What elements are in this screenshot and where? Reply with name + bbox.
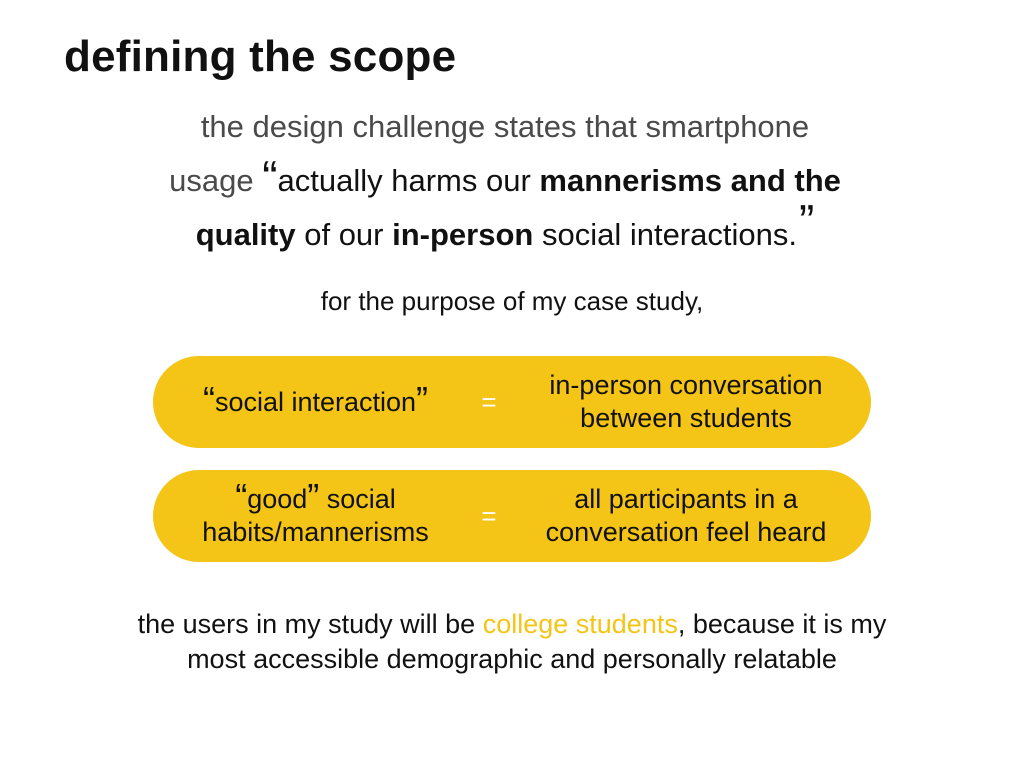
term-line-2: habits/mannerisms	[202, 517, 429, 547]
challenge-line-2: usage “actually harms our mannerisms and…	[60, 154, 950, 208]
definition-term: “good” social habits/mannerisms	[153, 470, 478, 562]
challenge-line-2-prefix: usage	[169, 163, 263, 198]
challenge-line-1: the design challenge states that smartph…	[200, 109, 810, 144]
footer-line-1-prefix: the users in my study will be	[137, 609, 483, 639]
term-open-quote: “	[235, 476, 248, 517]
definition-term: “social interaction”	[153, 356, 478, 448]
equals-sign: =	[481, 500, 497, 531]
footer-line-1: the users in my study will be college st…	[40, 607, 984, 642]
definition-meaning: all participants in a conversation feel h…	[505, 470, 867, 562]
challenge-line-2-bold: mannerisms and the	[539, 163, 841, 198]
term-text: good	[247, 484, 308, 514]
challenge-line-2-text: actually harms our	[277, 163, 540, 198]
open-quote-mark: “	[262, 151, 278, 203]
equals-sign: =	[481, 386, 497, 417]
definition-pill-good-habits: “good” social habits/mannerisms = all par…	[153, 470, 871, 562]
term-close-quote: ”	[416, 378, 429, 420]
purpose-statement: for the purpose of my case study,	[320, 286, 704, 316]
challenge-line-3: quality of our in-person social interact…	[60, 198, 950, 262]
design-challenge-quote: the design challenge states that smartph…	[60, 100, 950, 262]
term-open-quote: “	[202, 378, 215, 420]
challenge-line-3-text-1: of our	[295, 217, 393, 252]
highlight-college-students: college students	[482, 609, 678, 639]
definition-line-2: between students	[580, 403, 792, 433]
term-text: social interaction	[214, 386, 417, 417]
study-users-statement: the users in my study will be college st…	[40, 607, 984, 677]
challenge-line-3-text-2: social interactions.	[533, 217, 797, 252]
definition-line-2: conversation feel heard	[545, 517, 827, 547]
term-close-quote: ”	[307, 476, 320, 517]
definition-line-1: all participants in a	[574, 484, 798, 514]
footer-line-2: most accessible demographic and personal…	[187, 644, 837, 674]
challenge-line-3-bold-2: in-person	[392, 217, 534, 252]
footer-line-1-suffix: , because it is my	[677, 609, 887, 639]
challenge-line-3-bold-1: quality	[195, 217, 296, 252]
slide-title: defining the scope	[64, 32, 457, 81]
term-suffix: social	[319, 484, 396, 514]
close-quote-mark: ”	[798, 195, 815, 247]
definition-meaning: in-person conversation between students	[505, 356, 867, 448]
definition-line-1: in-person conversation	[549, 370, 823, 400]
definition-pill-social-interaction: “social interaction” = in-person convers…	[153, 356, 871, 448]
